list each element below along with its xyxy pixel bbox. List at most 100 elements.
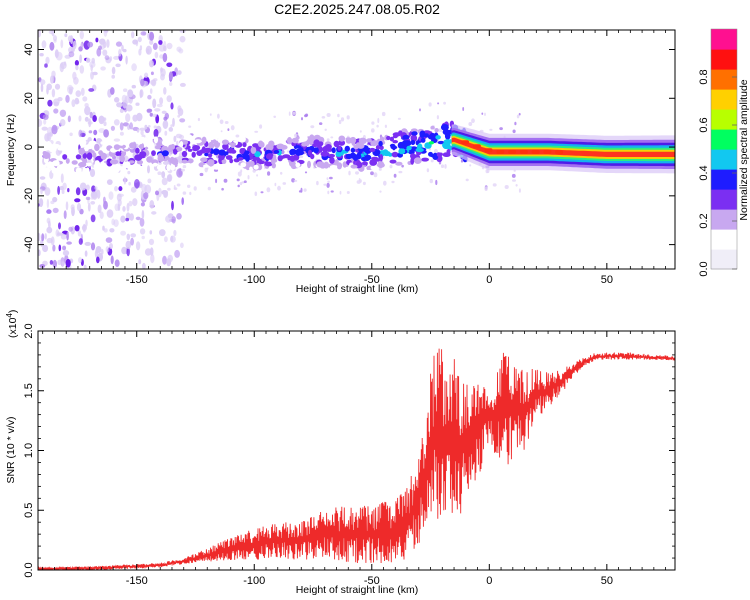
noise-blob	[139, 127, 146, 131]
signal-blob	[52, 160, 60, 167]
signal-blob	[153, 136, 159, 144]
noise-blob	[87, 202, 91, 212]
y-tick-label: 2.0	[23, 323, 35, 338]
signal-blob	[222, 142, 229, 151]
noise-dot	[182, 191, 187, 195]
noise-blob	[74, 225, 80, 232]
signal-blob	[295, 162, 301, 168]
y-tick-label: 0.0	[23, 562, 35, 577]
noise-blob	[163, 87, 167, 95]
noise-blob	[146, 108, 153, 113]
signal-blob	[135, 165, 144, 172]
noise-dot	[182, 165, 187, 169]
noise-blob	[142, 262, 146, 269]
noise-dot	[215, 178, 218, 184]
noise-blob	[127, 170, 131, 175]
x-tick-label: -50	[364, 274, 380, 286]
noise-blob	[125, 240, 132, 249]
signal-blob	[392, 140, 399, 144]
signal-blob	[265, 153, 275, 160]
noise-blob	[161, 177, 168, 186]
signal-blob	[386, 135, 391, 141]
noise-blob	[109, 56, 113, 61]
noise-blob	[149, 247, 154, 256]
noise-dot	[379, 190, 382, 193]
noise-blob	[162, 52, 168, 63]
signal-blob	[192, 145, 201, 151]
noise-blob	[110, 255, 114, 265]
noise-dot	[444, 164, 447, 169]
noise-dot	[348, 170, 351, 176]
noise-blob	[163, 45, 167, 52]
signal-blob	[201, 136, 207, 144]
signal-blob	[307, 160, 311, 169]
noise-dot	[241, 181, 245, 184]
noise-blob	[179, 35, 186, 43]
noise-blob	[75, 90, 82, 97]
signal-blob	[225, 155, 233, 160]
noise-blob	[128, 181, 131, 186]
noise-blob	[85, 184, 90, 191]
noise-dot	[207, 186, 211, 191]
noise-dot	[304, 114, 308, 118]
signal-blob	[70, 142, 76, 148]
signal-blob	[333, 135, 340, 143]
noise-dot	[326, 138, 330, 142]
signal-blob	[379, 154, 384, 162]
signal-blob	[218, 149, 226, 156]
signal-blob	[335, 159, 339, 165]
spectrogram-frame	[37, 29, 676, 270]
noise-dot	[371, 121, 375, 125]
noise-blob	[135, 241, 141, 251]
noise-blob	[61, 189, 65, 194]
noise-blob	[119, 122, 124, 131]
noise-dot	[518, 112, 521, 116]
noise-blob	[153, 128, 159, 138]
noise-dot	[440, 164, 445, 168]
noise-blob	[40, 79, 46, 85]
signal-blob	[152, 162, 158, 167]
noise-blob	[131, 84, 136, 89]
noise-blob	[79, 30, 85, 40]
noise-dot	[504, 185, 509, 189]
noise-dot	[397, 117, 401, 120]
signal-blob	[181, 159, 188, 164]
noise-dot	[435, 179, 438, 186]
y-tick-label: 0.5	[23, 503, 35, 518]
signal-blob	[336, 162, 343, 170]
signal-blob	[120, 151, 125, 156]
signal-blob	[86, 152, 93, 160]
noise-blob	[143, 192, 149, 200]
noise-dot	[378, 167, 382, 171]
signal-blob	[48, 145, 57, 153]
noise-dot	[330, 190, 334, 193]
noise-dot	[167, 187, 171, 191]
noise-blob	[132, 198, 138, 207]
noise-blob	[150, 71, 154, 76]
signal-blob	[207, 159, 215, 167]
signal-blob	[301, 142, 308, 147]
signal-blob	[291, 137, 299, 144]
signal-blob	[146, 156, 153, 163]
noise-blob	[85, 196, 91, 201]
noise-blob	[63, 210, 67, 220]
signal-blob	[276, 137, 285, 142]
signal-blob	[86, 162, 92, 167]
noise-blob	[102, 49, 108, 56]
noise-blob	[154, 108, 161, 112]
noise-blob	[54, 83, 61, 90]
noise-blob	[144, 72, 149, 79]
signal-blob	[331, 147, 336, 154]
noise-dot	[298, 190, 302, 193]
signal-blob	[299, 135, 308, 142]
noise-dot	[293, 179, 298, 182]
signal-blob	[230, 149, 237, 154]
noise-blob	[78, 129, 83, 138]
noise-blob	[61, 261, 65, 267]
noise-blob	[177, 70, 182, 75]
colorbar: 0.0 0.2 0.4 0.6 0.8 Normalized spectral ampl…	[698, 28, 750, 277]
noise-blob	[93, 129, 98, 136]
noise-blob	[173, 229, 177, 237]
signal-blob	[282, 154, 291, 159]
signal-blob	[242, 142, 247, 148]
